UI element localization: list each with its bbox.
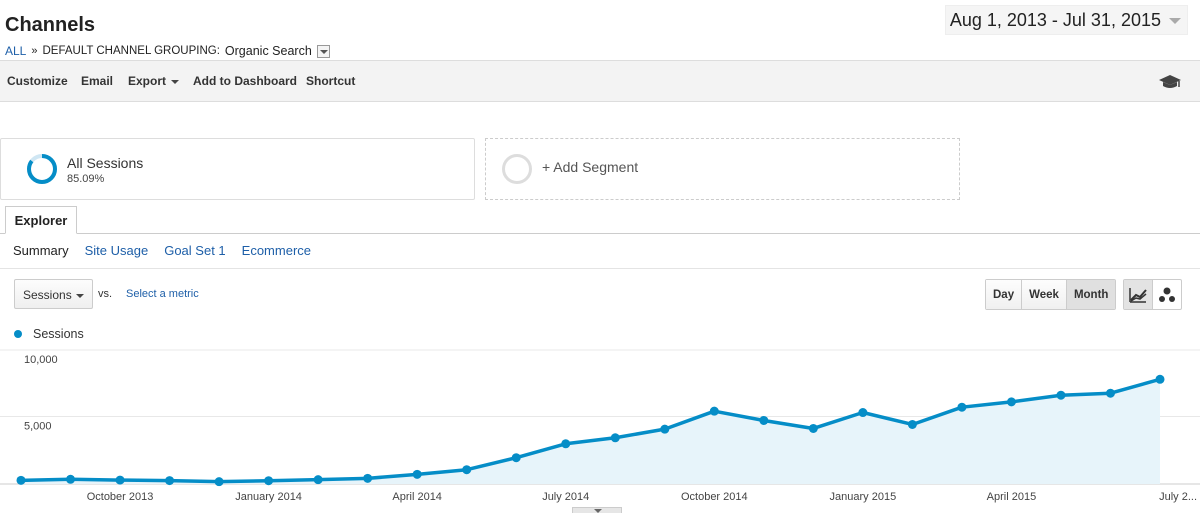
data-point[interactable]: [660, 424, 670, 434]
x-tick-label: January 2014: [235, 491, 302, 503]
x-tick-label: January 2015: [830, 491, 897, 503]
data-point[interactable]: [214, 477, 224, 487]
date-range-label: Aug 1, 2013 - Jul 31, 2015: [949, 10, 1161, 30]
breadcrumb-path: DEFAULT CHANNEL GROUPING:: [42, 45, 220, 57]
series-area: [21, 379, 1160, 484]
caret-down-icon: [171, 79, 180, 84]
export-label: Export: [128, 74, 167, 88]
data-point[interactable]: [264, 476, 274, 486]
page-title: Channels: [5, 14, 96, 36]
data-point[interactable]: [313, 475, 323, 485]
metric-select-value: Sessions: [23, 288, 72, 302]
breadcrumb-separator: »: [31, 45, 38, 57]
select-metric-link[interactable]: Select a metric: [126, 288, 199, 300]
graduation-cap-icon[interactable]: [1158, 73, 1182, 91]
granularity-toggle: Day Week Month: [985, 279, 1117, 310]
export-button[interactable]: Export: [128, 74, 180, 88]
data-point[interactable]: [759, 415, 769, 425]
data-point[interactable]: [66, 474, 76, 484]
x-tick-label: April 2015: [987, 491, 1037, 503]
data-point[interactable]: [709, 406, 719, 416]
add-segment-button[interactable]: + Add Segment: [485, 138, 960, 200]
empty-ring-icon: [502, 154, 532, 184]
subtab-divider: [0, 268, 1200, 269]
segment-name: All Sessions: [67, 155, 144, 171]
breadcrumb-dropdown-button[interactable]: [316, 44, 330, 58]
subtab-bar: Summary Site Usage Goal Set 1 Ecommerce: [13, 243, 311, 258]
data-point[interactable]: [610, 433, 620, 443]
data-point[interactable]: [363, 473, 373, 483]
granularity-day-button[interactable]: Day: [986, 280, 1022, 309]
y-tick-label: 10,000: [24, 354, 58, 366]
subtab-site-usage[interactable]: Site Usage: [84, 243, 149, 258]
data-point[interactable]: [1105, 388, 1115, 398]
x-tick-label: July 2014: [542, 491, 589, 503]
line-chart-icon: [1129, 287, 1147, 303]
customize-button[interactable]: Customize: [7, 74, 68, 88]
date-range-picker[interactable]: Aug 1, 2013 - Jul 31, 2015: [944, 5, 1188, 35]
x-tick-label: October 2014: [681, 491, 748, 503]
breadcrumb-current: Organic Search: [224, 44, 312, 58]
add-to-dashboard-button[interactable]: Add to Dashboard: [193, 74, 297, 88]
subtab-goal-set-1[interactable]: Goal Set 1: [164, 243, 226, 258]
bubble-chart-icon: [1158, 287, 1175, 302]
add-segment-label: + Add Segment: [542, 159, 639, 175]
data-point[interactable]: [1056, 390, 1066, 400]
breadcrumb: ALL » DEFAULT CHANNEL GROUPING: Organic …: [5, 44, 330, 58]
tab-divider: [0, 233, 1200, 234]
data-point[interactable]: [462, 465, 472, 475]
legend-dot-icon: [14, 330, 22, 338]
data-point[interactable]: [16, 475, 26, 485]
data-point[interactable]: [957, 402, 967, 412]
subtab-summary[interactable]: Summary: [13, 243, 69, 258]
legend-series-label: Sessions: [33, 327, 84, 341]
x-tick-label: April 2014: [392, 491, 442, 503]
series-line: [20, 377, 1161, 484]
segment-percentage: 85.09%: [67, 173, 105, 185]
data-point[interactable]: [907, 419, 917, 429]
segment-ring-icon: [27, 154, 57, 184]
data-point[interactable]: [412, 469, 422, 479]
segment-all-sessions[interactable]: All Sessions 85.09%: [0, 138, 475, 200]
y-tick-label: 5,000: [24, 421, 52, 433]
data-point[interactable]: [1006, 397, 1016, 407]
chart-resize-handle[interactable]: [572, 507, 622, 513]
data-point[interactable]: [1155, 374, 1165, 384]
chart-type-toggle: [1123, 279, 1182, 310]
tab-explorer[interactable]: Explorer: [5, 206, 77, 234]
line-chart-button[interactable]: [1124, 280, 1153, 309]
granularity-week-button[interactable]: Week: [1021, 280, 1066, 309]
shortcut-button[interactable]: Shortcut: [306, 74, 356, 88]
sessions-line-chart: 10,000 5,000 October 2013 January 2014 Apri…: [0, 349, 1200, 503]
chevron-down-icon: [1169, 18, 1181, 24]
data-point[interactable]: [115, 475, 125, 485]
metric-select[interactable]: Sessions: [14, 279, 93, 309]
x-tick-label: July 2...: [1159, 491, 1197, 503]
motion-chart-button[interactable]: [1153, 280, 1181, 309]
data-point[interactable]: [858, 408, 868, 418]
breadcrumb-all-link[interactable]: ALL: [5, 44, 27, 58]
email-button[interactable]: Email: [81, 74, 114, 88]
caret-down-icon: [76, 294, 84, 298]
data-point[interactable]: [511, 453, 521, 463]
data-point[interactable]: [808, 423, 818, 433]
data-point[interactable]: [561, 439, 571, 449]
x-tick-label: October 2013: [87, 491, 154, 503]
report-toolbar: Customize Email Export Add to Dashboard …: [0, 60, 1200, 102]
chart-legend: Sessions: [14, 327, 84, 341]
vs-label: vs.: [98, 288, 113, 300]
data-point[interactable]: [165, 476, 175, 486]
subtab-ecommerce[interactable]: Ecommerce: [241, 243, 312, 258]
granularity-month-button[interactable]: Month: [1065, 280, 1116, 309]
